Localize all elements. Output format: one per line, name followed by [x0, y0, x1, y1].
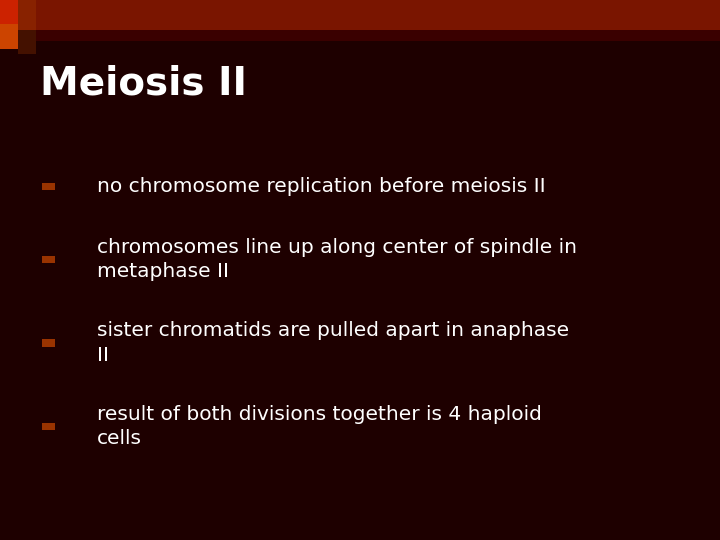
Text: Meiosis II: Meiosis II	[40, 65, 246, 103]
Bar	[0, 0, 18, 24]
Text: chromosomes line up along center of spindle in
metaphase II: chromosomes line up along center of spin…	[97, 238, 577, 281]
Bar	[42, 183, 55, 190]
Text: sister chromatids are pulled apart in anaphase
II: sister chromatids are pulled apart in an…	[97, 321, 570, 365]
Bar	[42, 339, 55, 347]
Bar	[0, 0, 720, 30]
Bar	[0, 24, 18, 49]
Bar	[0, 30, 720, 40]
Bar	[18, 30, 36, 54]
Text: no chromosome replication before meiosis II: no chromosome replication before meiosis…	[97, 177, 546, 196]
Bar	[42, 423, 55, 430]
Bar	[42, 255, 55, 263]
Bar	[18, 0, 36, 30]
Text: result of both divisions together is 4 haploid
cells: result of both divisions together is 4 h…	[97, 405, 542, 448]
